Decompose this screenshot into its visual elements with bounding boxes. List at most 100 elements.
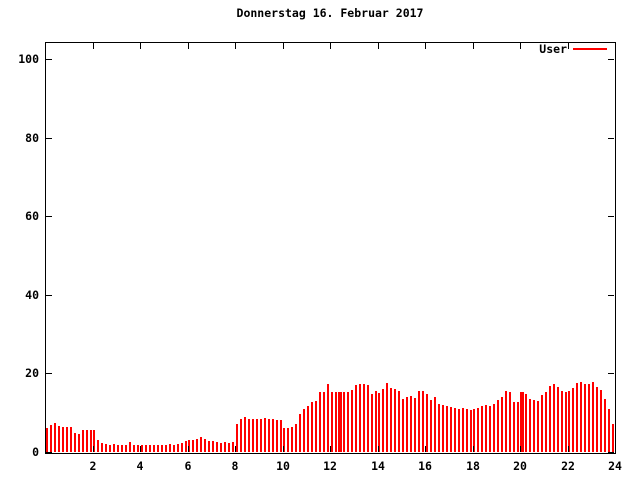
data-bar (232, 442, 234, 452)
x-tick-top (425, 43, 426, 49)
data-bar (355, 385, 357, 452)
data-bar (442, 405, 444, 452)
y-tick-left (46, 138, 52, 139)
x-tick-bottom (235, 446, 236, 452)
data-bar (580, 382, 582, 452)
data-bar (375, 391, 377, 452)
data-bar (545, 392, 547, 452)
y-tick-label: 80 (25, 131, 39, 145)
y-tick-right (608, 59, 614, 60)
x-tick-top (283, 43, 284, 49)
data-bar (93, 430, 95, 452)
data-bar (86, 430, 88, 452)
data-bar (188, 440, 190, 452)
data-bar (157, 445, 159, 452)
data-bar (541, 395, 543, 452)
chart-title: Donnerstag 16. Februar 2017 (236, 6, 424, 20)
data-bar (398, 391, 400, 452)
data-bar (276, 420, 278, 452)
x-tick-bottom (378, 446, 379, 452)
data-bar (489, 406, 491, 452)
data-bar (208, 441, 210, 452)
data-bar (572, 388, 574, 452)
data-bar (315, 401, 317, 452)
data-bar (260, 419, 262, 452)
data-bar (596, 387, 598, 452)
data-bar (113, 444, 115, 452)
data-bar (161, 445, 163, 452)
data-bar (185, 441, 187, 452)
data-bar (252, 419, 254, 452)
data-bar (568, 391, 570, 452)
data-bar (105, 444, 107, 452)
x-tick-top (473, 43, 474, 49)
data-bar (335, 392, 337, 452)
data-bar (220, 443, 222, 452)
plot-area (45, 42, 616, 454)
x-tick-top (235, 43, 236, 49)
y-tick-right (608, 452, 614, 453)
x-tick-bottom (473, 446, 474, 452)
x-tick-bottom (188, 446, 189, 452)
data-bar (117, 445, 119, 452)
x-tick-bottom (615, 446, 616, 452)
x-tick-label: 20 (513, 459, 527, 473)
data-bar (78, 434, 80, 452)
data-bar (533, 400, 535, 452)
data-bar (268, 419, 270, 452)
x-tick-top (188, 43, 189, 49)
data-bar (307, 406, 309, 452)
data-bar (414, 398, 416, 452)
data-bar (244, 417, 246, 452)
data-bar (470, 410, 472, 452)
data-bar (513, 402, 515, 452)
data-bar (256, 419, 258, 452)
x-tick-bottom (93, 446, 94, 452)
data-bar (97, 440, 99, 452)
data-bar (430, 400, 432, 452)
data-bar (363, 384, 365, 452)
data-bar (319, 392, 321, 452)
data-bar (608, 409, 610, 452)
x-tick-label: 2 (89, 459, 97, 473)
x-tick-label: 24 (608, 459, 622, 473)
data-bar (74, 433, 76, 452)
data-bar (133, 445, 135, 452)
x-tick-label: 4 (136, 459, 144, 473)
data-bar (438, 404, 440, 452)
data-bar (125, 445, 127, 452)
data-bar (327, 384, 329, 452)
legend-line-sample (573, 48, 607, 50)
data-bar (145, 445, 147, 452)
data-bar (576, 383, 578, 452)
data-bar (343, 392, 345, 452)
data-bar (212, 441, 214, 452)
x-tick-bottom (283, 446, 284, 452)
x-tick-top (93, 43, 94, 49)
data-bar (485, 405, 487, 452)
data-bar (525, 394, 527, 452)
y-tick-label: 20 (25, 366, 39, 380)
x-tick-label: 18 (466, 459, 480, 473)
data-bar (477, 408, 479, 452)
data-bar (248, 419, 250, 452)
data-bar (82, 430, 84, 452)
data-bar (612, 424, 614, 452)
data-bar (394, 389, 396, 452)
data-bar (181, 443, 183, 452)
data-bar (406, 397, 408, 452)
data-bar (466, 409, 468, 452)
data-bar (291, 427, 293, 452)
y-tick-left (46, 216, 52, 217)
data-bar (66, 427, 68, 452)
data-bar (371, 394, 373, 452)
data-bar (517, 402, 519, 452)
y-tick-label: 40 (25, 288, 39, 302)
data-bar (450, 407, 452, 452)
data-bar (473, 409, 475, 452)
data-bar (565, 392, 567, 452)
x-tick-bottom (330, 446, 331, 452)
y-tick-label: 100 (18, 52, 39, 66)
data-bar (422, 391, 424, 452)
